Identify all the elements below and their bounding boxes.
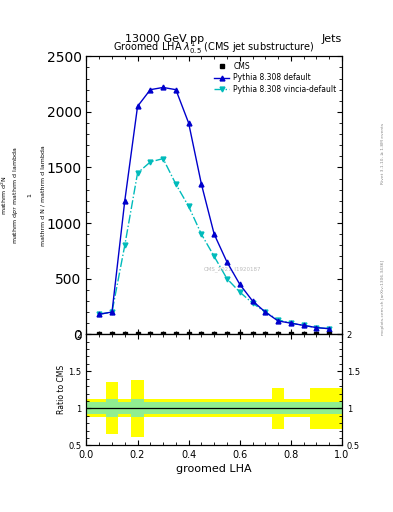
Y-axis label: mathrm d$^2$N
mathrm d$p_T$ mathrm d lambda
 
1
 
mathrm d N / mathrm d lambda: mathrm d$^2$N mathrm d$p_T$ mathrm d lam… [0, 145, 45, 246]
CMS [97, 331, 101, 337]
Pythia 8.308 vincia-default [327, 326, 332, 332]
Pythia 8.308 vincia-default [276, 317, 281, 323]
Line: Pythia 8.308 vincia-default: Pythia 8.308 vincia-default [97, 156, 332, 331]
Pythia 8.308 default [288, 320, 293, 326]
Pythia 8.308 default [199, 181, 204, 187]
Pythia 8.308 vincia-default [135, 170, 140, 176]
Pythia 8.308 default [135, 103, 140, 110]
Text: CMS_2021_I1920187: CMS_2021_I1920187 [203, 266, 261, 272]
Pythia 8.308 default [327, 326, 332, 332]
CMS [263, 331, 268, 337]
CMS [250, 331, 255, 337]
Text: mcplots.cern.ch [arXiv:1306.3436]: mcplots.cern.ch [arXiv:1306.3436] [381, 260, 385, 334]
Pythia 8.308 default [237, 281, 242, 287]
Legend: CMS, Pythia 8.308 default, Pythia 8.308 vincia-default: CMS, Pythia 8.308 default, Pythia 8.308 … [213, 60, 338, 96]
Pythia 8.308 vincia-default [123, 242, 127, 248]
Pythia 8.308 default [301, 322, 306, 328]
CMS [301, 331, 306, 337]
Pythia 8.308 default [314, 325, 319, 331]
CMS [161, 331, 165, 337]
Pythia 8.308 default [276, 318, 281, 324]
Pythia 8.308 vincia-default [110, 309, 114, 315]
Pythia 8.308 vincia-default [263, 309, 268, 315]
CMS [148, 331, 152, 337]
Line: Pythia 8.308 default: Pythia 8.308 default [97, 85, 332, 331]
CMS [199, 331, 204, 337]
CMS [186, 331, 191, 337]
Y-axis label: Ratio to CMS: Ratio to CMS [57, 365, 66, 414]
Pythia 8.308 vincia-default [186, 203, 191, 209]
Pythia 8.308 default [97, 311, 101, 317]
Pythia 8.308 vincia-default [301, 322, 306, 328]
CMS [237, 331, 242, 337]
Pythia 8.308 default [212, 231, 217, 237]
Text: Jets: Jets [321, 33, 342, 44]
CMS [135, 331, 140, 337]
Pythia 8.308 vincia-default [288, 320, 293, 326]
Pythia 8.308 default [161, 84, 165, 91]
X-axis label: groomed LHA: groomed LHA [176, 464, 252, 475]
Pythia 8.308 default [225, 259, 230, 265]
Pythia 8.308 default [250, 298, 255, 304]
Pythia 8.308 vincia-default [237, 289, 242, 295]
CMS [327, 331, 332, 337]
CMS [174, 331, 178, 337]
Pythia 8.308 vincia-default [161, 156, 165, 162]
Pythia 8.308 vincia-default [148, 159, 152, 165]
Pythia 8.308 default [186, 120, 191, 126]
Pythia 8.308 vincia-default [314, 325, 319, 331]
Line: CMS: CMS [97, 332, 331, 336]
Pythia 8.308 vincia-default [97, 311, 101, 317]
CMS [110, 331, 114, 337]
CMS [123, 331, 127, 337]
Title: Groomed LHA $\lambda^{1}_{0.5}$ (CMS jet substructure): Groomed LHA $\lambda^{1}_{0.5}$ (CMS jet… [114, 39, 315, 56]
CMS [276, 331, 281, 337]
Text: 13000 GeV pp: 13000 GeV pp [125, 33, 205, 44]
Pythia 8.308 default [148, 87, 152, 93]
Pythia 8.308 vincia-default [199, 231, 204, 237]
CMS [314, 331, 319, 337]
Pythia 8.308 vincia-default [250, 300, 255, 306]
Pythia 8.308 default [174, 87, 178, 93]
Text: Rivet 3.1.10, ≥ 1.8M events: Rivet 3.1.10, ≥ 1.8M events [381, 123, 385, 184]
Pythia 8.308 default [123, 198, 127, 204]
CMS [225, 331, 230, 337]
Pythia 8.308 vincia-default [225, 275, 230, 282]
Pythia 8.308 vincia-default [212, 253, 217, 260]
Pythia 8.308 vincia-default [174, 181, 178, 187]
CMS [288, 331, 293, 337]
Pythia 8.308 default [110, 309, 114, 315]
CMS [212, 331, 217, 337]
Pythia 8.308 default [263, 309, 268, 315]
